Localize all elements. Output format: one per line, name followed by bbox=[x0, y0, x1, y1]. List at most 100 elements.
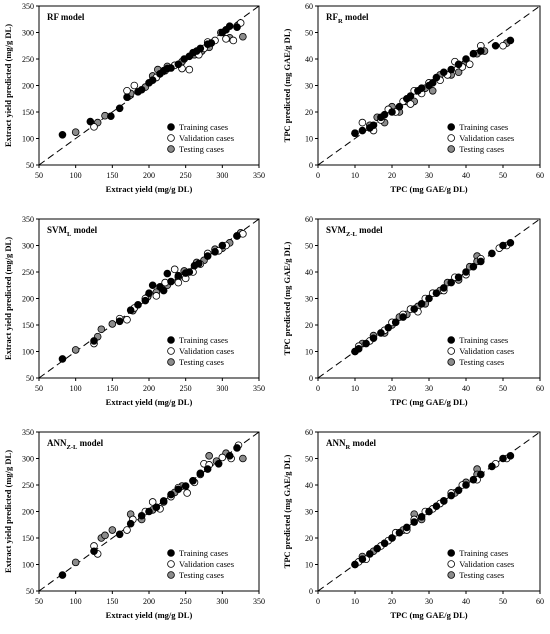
data-point bbox=[488, 249, 496, 258]
x-tick-label: 30 bbox=[425, 597, 433, 606]
legend-marker-training bbox=[447, 549, 456, 557]
data-point bbox=[58, 130, 67, 139]
data-point bbox=[447, 278, 456, 287]
legend-marker-testing bbox=[447, 145, 456, 153]
data-point bbox=[462, 481, 470, 489]
x-tick-label: 300 bbox=[216, 384, 228, 393]
legend-label-training: Training cases bbox=[179, 335, 228, 345]
data-point bbox=[159, 286, 168, 295]
data-point bbox=[410, 305, 419, 313]
data-point bbox=[462, 55, 470, 63]
data-point bbox=[410, 518, 419, 526]
y-tick-label: 0 bbox=[309, 161, 313, 170]
data-point bbox=[174, 271, 183, 280]
y-tick-label: 250 bbox=[22, 55, 34, 64]
x-tick-label: 0 bbox=[316, 597, 320, 606]
data-point bbox=[58, 571, 67, 579]
data-point bbox=[447, 65, 456, 74]
x-tick-label: 20 bbox=[388, 384, 396, 393]
data-point bbox=[183, 489, 191, 497]
x-tick-label: 350 bbox=[253, 171, 265, 180]
data-point bbox=[425, 507, 433, 516]
y-tick-label: 200 bbox=[22, 508, 34, 517]
panel-title-subscript: R bbox=[338, 18, 343, 25]
legend-marker-testing bbox=[167, 571, 175, 579]
series-0 bbox=[351, 36, 515, 138]
data-point bbox=[354, 345, 363, 353]
data-point bbox=[399, 313, 407, 321]
legend-label-training: Training cases bbox=[459, 122, 508, 132]
x-tick-label: 40 bbox=[462, 384, 470, 393]
legend-label-validation: Validation cases bbox=[179, 346, 234, 356]
y-tick-label: 30 bbox=[305, 82, 313, 91]
legend-marker-training bbox=[447, 336, 456, 344]
data-point bbox=[174, 485, 183, 494]
data-point bbox=[469, 475, 478, 484]
y-axis-label: Extract yield predicted (mg/g DL) bbox=[3, 450, 13, 573]
chart-panel-row3-right: 0 10 20 30 40 50 60 0 10 20 30 40 50 60 TPC (mg GAE/g … bbox=[282, 428, 544, 620]
data-point bbox=[71, 128, 80, 136]
legend-marker-testing bbox=[447, 571, 456, 579]
chart-panel-row2-right: 0 10 20 30 40 50 60 0 10 20 30 40 50 60 TPC (mg GAE/g … bbox=[282, 215, 544, 407]
x-tick-label: 100 bbox=[70, 171, 82, 180]
data-point bbox=[239, 32, 247, 41]
x-tick-label: 100 bbox=[70, 597, 82, 606]
data-point bbox=[196, 44, 205, 53]
legend-label-testing: Testing cases bbox=[179, 570, 224, 580]
y-tick-label: 30 bbox=[305, 508, 313, 517]
panel-title-rest: model bbox=[77, 438, 103, 448]
x-tick-label: 40 bbox=[462, 171, 470, 180]
y-tick-label: 10 bbox=[305, 348, 313, 357]
series-0 bbox=[58, 22, 241, 139]
panel-title-rest: model bbox=[350, 438, 376, 448]
x-tick-label: 350 bbox=[253, 597, 265, 606]
y-tick-label: 50 bbox=[26, 161, 34, 170]
data-point bbox=[152, 292, 161, 300]
legend-label-validation: Validation cases bbox=[179, 133, 234, 143]
data-point bbox=[159, 497, 168, 505]
legend-marker-testing bbox=[167, 358, 175, 366]
panel-title-subscript: L bbox=[67, 231, 72, 238]
y-tick-label: 200 bbox=[22, 295, 34, 304]
legend-marker-training bbox=[447, 123, 456, 131]
x-axis-label: Extract yield (mg/g DL) bbox=[106, 610, 193, 620]
data-point bbox=[203, 465, 212, 473]
data-point bbox=[214, 459, 223, 468]
chart-panel-row1-left: 50 100 150 200 250 300 350 50 100 150 200 250 300 350… bbox=[3, 2, 265, 194]
data-point bbox=[218, 241, 227, 250]
x-tick-label: 60 bbox=[536, 384, 544, 393]
data-point bbox=[185, 65, 194, 74]
series-0 bbox=[351, 452, 515, 569]
data-point bbox=[377, 329, 385, 337]
y-tick-label: 50 bbox=[305, 29, 313, 38]
data-point bbox=[148, 498, 157, 506]
y-tick-label: 60 bbox=[305, 428, 313, 437]
data-point bbox=[369, 334, 378, 343]
panel-title: ANNZ-L model bbox=[47, 438, 104, 451]
panel-title-main: ANN bbox=[47, 438, 67, 448]
panel-title: SVMZ-L model bbox=[326, 225, 383, 238]
x-tick-label: 50 bbox=[35, 384, 43, 393]
data-point bbox=[373, 544, 382, 553]
x-axis-label: Extract yield (mg/g DL) bbox=[106, 184, 193, 194]
data-point bbox=[90, 123, 98, 131]
panel-title-main: RF model bbox=[47, 12, 85, 22]
data-point bbox=[71, 558, 80, 567]
x-tick-label: 200 bbox=[143, 384, 155, 393]
x-tick-label: 0 bbox=[316, 384, 320, 393]
panel-title-subscript: Z-L bbox=[346, 231, 358, 238]
data-point bbox=[145, 289, 153, 298]
panel-title-main: SVM bbox=[326, 225, 347, 235]
data-point bbox=[137, 511, 146, 520]
data-point bbox=[425, 294, 433, 303]
data-point bbox=[189, 476, 197, 485]
data-point bbox=[229, 36, 238, 45]
legend-marker-testing bbox=[447, 358, 456, 366]
data-point bbox=[447, 491, 456, 500]
y-tick-label: 40 bbox=[305, 55, 313, 64]
panel-title-subscript: Z-L bbox=[67, 444, 79, 451]
